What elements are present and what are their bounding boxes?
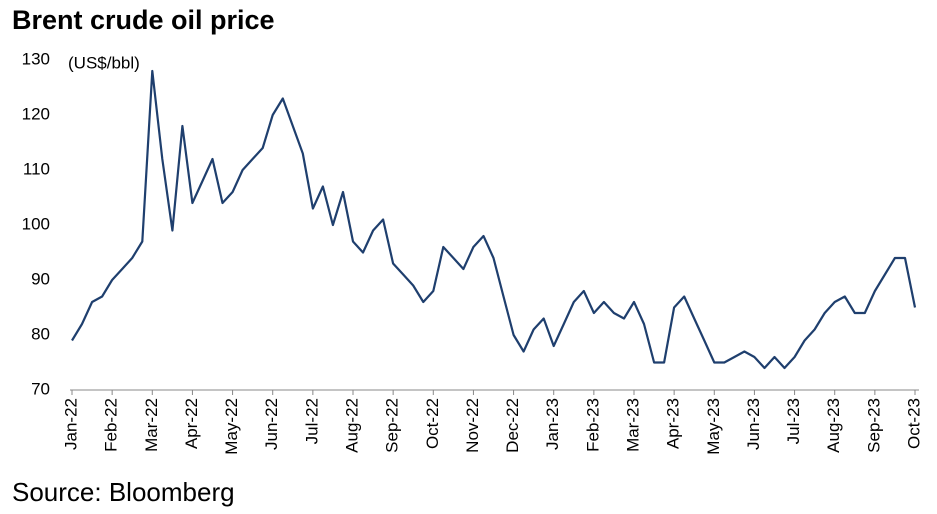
x-tick-label: Jun-23 <box>744 398 763 450</box>
x-tick-label: Feb-23 <box>583 398 602 452</box>
x-tick-label: Apr-22 <box>182 398 201 449</box>
x-tick-label: Oct-23 <box>904 398 923 449</box>
x-tick-label: Aug-23 <box>824 398 843 453</box>
chart-title: Brent crude oil price <box>12 5 275 35</box>
x-tick-label: Jan-23 <box>543 398 562 450</box>
x-tick-label: Feb-22 <box>102 398 121 452</box>
y-tick-label: 100 <box>22 214 50 233</box>
x-tick-label: Jan-22 <box>61 398 80 450</box>
x-tick-label: May-22 <box>222 398 241 455</box>
x-tick-label: Mar-23 <box>623 398 642 452</box>
x-tick-label: Mar-22 <box>142 398 161 452</box>
y-tick-label: 130 <box>22 49 50 68</box>
x-tick-label: Apr-23 <box>664 398 683 449</box>
x-tick-label: Jul-23 <box>784 398 803 444</box>
source: Source: Bloomberg <box>12 477 235 507</box>
x-tick-label: Jun-22 <box>262 398 281 450</box>
y-tick-label: 120 <box>22 104 50 123</box>
x-tick-label: Jul-22 <box>302 398 321 444</box>
y-tick-label: 110 <box>23 159 50 178</box>
x-tick-label: Sep-23 <box>864 398 883 453</box>
x-tick-label: Nov-22 <box>463 398 482 453</box>
price-line <box>71 69 917 370</box>
x-tick-label: Aug-22 <box>342 398 361 453</box>
x-tick-label: Oct-22 <box>423 398 442 449</box>
y-tick-label: 90 <box>31 269 50 288</box>
x-tick-label: Sep-22 <box>383 398 402 453</box>
y-tick-label: 70 <box>31 379 50 398</box>
y-tick-label: 80 <box>31 324 50 343</box>
y-axis-label: (US$/bbl) <box>68 53 140 72</box>
x-tick-label: Dec-22 <box>503 398 522 453</box>
x-tick-label: May-23 <box>704 398 723 455</box>
